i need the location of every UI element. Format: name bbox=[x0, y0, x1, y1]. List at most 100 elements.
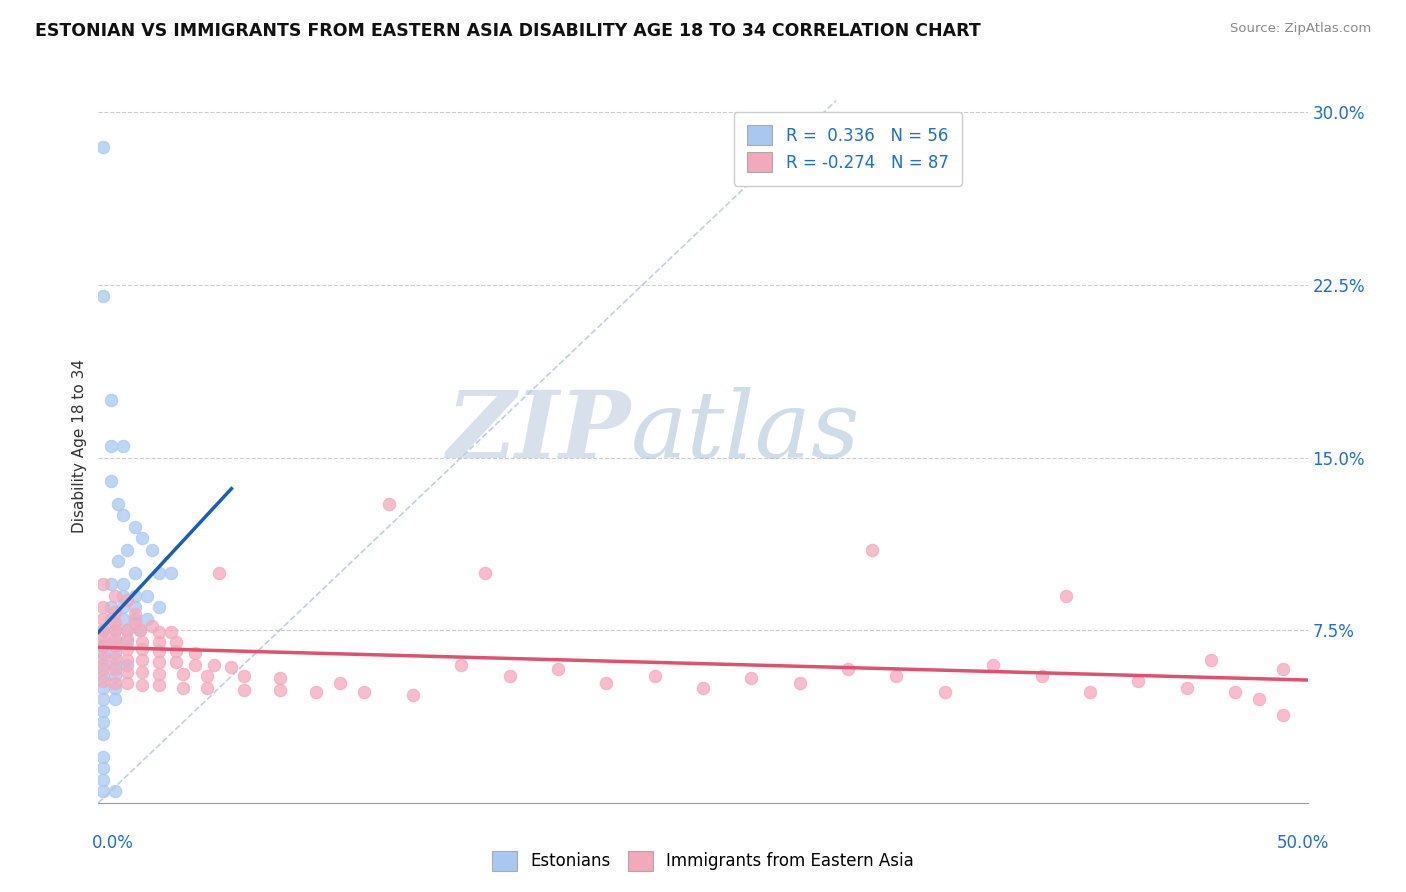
Point bbox=[124, 600, 146, 615]
Point bbox=[124, 607, 146, 621]
Point bbox=[1078, 685, 1101, 699]
Point bbox=[104, 623, 127, 637]
Point bbox=[111, 577, 134, 591]
Point bbox=[474, 566, 496, 580]
Point bbox=[104, 634, 127, 648]
Point bbox=[91, 784, 114, 798]
Point bbox=[117, 665, 139, 679]
Point bbox=[135, 612, 157, 626]
Point bbox=[91, 662, 114, 676]
Point bbox=[269, 683, 291, 698]
Point bbox=[111, 612, 134, 626]
Text: ESTONIAN VS IMMIGRANTS FROM EASTERN ASIA DISABILITY AGE 18 TO 34 CORRELATION CHA: ESTONIAN VS IMMIGRANTS FROM EASTERN ASIA… bbox=[35, 22, 981, 40]
Point bbox=[934, 685, 956, 699]
Point bbox=[195, 681, 218, 695]
Point bbox=[450, 657, 472, 672]
Point bbox=[195, 669, 218, 683]
Point bbox=[547, 662, 569, 676]
Point bbox=[104, 632, 127, 647]
Point bbox=[131, 531, 153, 545]
Point bbox=[91, 715, 114, 730]
Point bbox=[402, 688, 425, 702]
Point bbox=[208, 566, 231, 580]
Point bbox=[104, 662, 127, 676]
Point bbox=[91, 761, 114, 775]
Text: atlas: atlas bbox=[630, 387, 860, 476]
Point bbox=[131, 634, 153, 648]
Point bbox=[107, 497, 129, 511]
Point bbox=[124, 616, 146, 631]
Point bbox=[91, 772, 114, 787]
Point bbox=[117, 623, 139, 637]
Point bbox=[789, 676, 811, 690]
Point bbox=[1054, 589, 1077, 603]
Point bbox=[91, 640, 114, 654]
Point bbox=[148, 634, 170, 648]
Y-axis label: Disability Age 18 to 34: Disability Age 18 to 34 bbox=[72, 359, 87, 533]
Point bbox=[107, 554, 129, 568]
Point bbox=[91, 289, 114, 303]
Point bbox=[91, 673, 114, 688]
Point bbox=[1031, 669, 1053, 683]
Point bbox=[172, 681, 194, 695]
Point bbox=[91, 727, 114, 741]
Point bbox=[837, 662, 859, 676]
Point bbox=[498, 669, 520, 683]
Point bbox=[353, 685, 375, 699]
Point bbox=[740, 672, 762, 686]
Point bbox=[104, 676, 127, 690]
Point bbox=[148, 678, 170, 692]
Point bbox=[131, 653, 153, 667]
Point bbox=[1272, 662, 1295, 676]
Point bbox=[104, 589, 127, 603]
Legend: Estonians, Immigrants from Eastern Asia: Estonians, Immigrants from Eastern Asia bbox=[484, 842, 922, 880]
Point bbox=[981, 657, 1004, 672]
Point bbox=[91, 623, 114, 637]
Point bbox=[232, 669, 254, 683]
Point bbox=[305, 685, 328, 699]
Point bbox=[91, 634, 114, 648]
Point bbox=[160, 625, 183, 640]
Point bbox=[91, 640, 114, 654]
Point bbox=[91, 650, 114, 665]
Point bbox=[124, 612, 146, 626]
Point bbox=[100, 612, 122, 626]
Point bbox=[100, 600, 122, 615]
Point bbox=[184, 646, 207, 660]
Point bbox=[91, 657, 114, 672]
Point bbox=[160, 566, 183, 580]
Point bbox=[91, 646, 114, 660]
Point bbox=[104, 650, 127, 665]
Point bbox=[91, 692, 114, 706]
Point bbox=[117, 676, 139, 690]
Point bbox=[104, 784, 127, 798]
Point bbox=[104, 646, 127, 660]
Point bbox=[117, 634, 139, 648]
Point bbox=[128, 623, 150, 637]
Point bbox=[1199, 653, 1222, 667]
Point bbox=[117, 653, 139, 667]
Point bbox=[131, 641, 153, 656]
Point bbox=[165, 656, 187, 670]
Point bbox=[141, 618, 163, 632]
Point bbox=[100, 474, 122, 488]
Text: ZIP: ZIP bbox=[446, 387, 630, 476]
Point bbox=[148, 656, 170, 670]
Point bbox=[644, 669, 666, 683]
Point bbox=[111, 439, 134, 453]
Point bbox=[104, 692, 127, 706]
Point bbox=[128, 623, 150, 637]
Point bbox=[100, 577, 122, 591]
Point bbox=[111, 600, 134, 615]
Point bbox=[104, 681, 127, 695]
Point bbox=[104, 623, 127, 637]
Text: Source: ZipAtlas.com: Source: ZipAtlas.com bbox=[1230, 22, 1371, 36]
Point bbox=[104, 616, 127, 631]
Point bbox=[148, 566, 170, 580]
Point bbox=[329, 676, 352, 690]
Point bbox=[221, 660, 243, 674]
Point bbox=[117, 632, 139, 647]
Point bbox=[1272, 708, 1295, 723]
Point bbox=[117, 657, 139, 672]
Point bbox=[886, 669, 908, 683]
